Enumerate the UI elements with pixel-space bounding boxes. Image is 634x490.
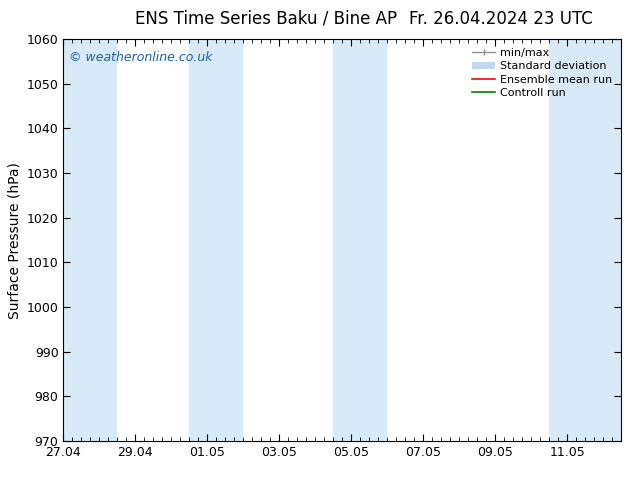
- Text: © weatheronline.co.uk: © weatheronline.co.uk: [69, 51, 212, 64]
- Bar: [333, 39, 387, 441]
- Bar: [190, 39, 243, 441]
- Legend: min/max, Standard deviation, Ensemble mean run, Controll run: min/max, Standard deviation, Ensemble me…: [469, 45, 616, 101]
- Text: ENS Time Series Baku / Bine AP: ENS Time Series Baku / Bine AP: [135, 10, 398, 28]
- Bar: [549, 39, 621, 441]
- Text: Fr. 26.04.2024 23 UTC: Fr. 26.04.2024 23 UTC: [409, 10, 593, 28]
- Y-axis label: Surface Pressure (hPa): Surface Pressure (hPa): [7, 162, 21, 318]
- Bar: [63, 39, 117, 441]
